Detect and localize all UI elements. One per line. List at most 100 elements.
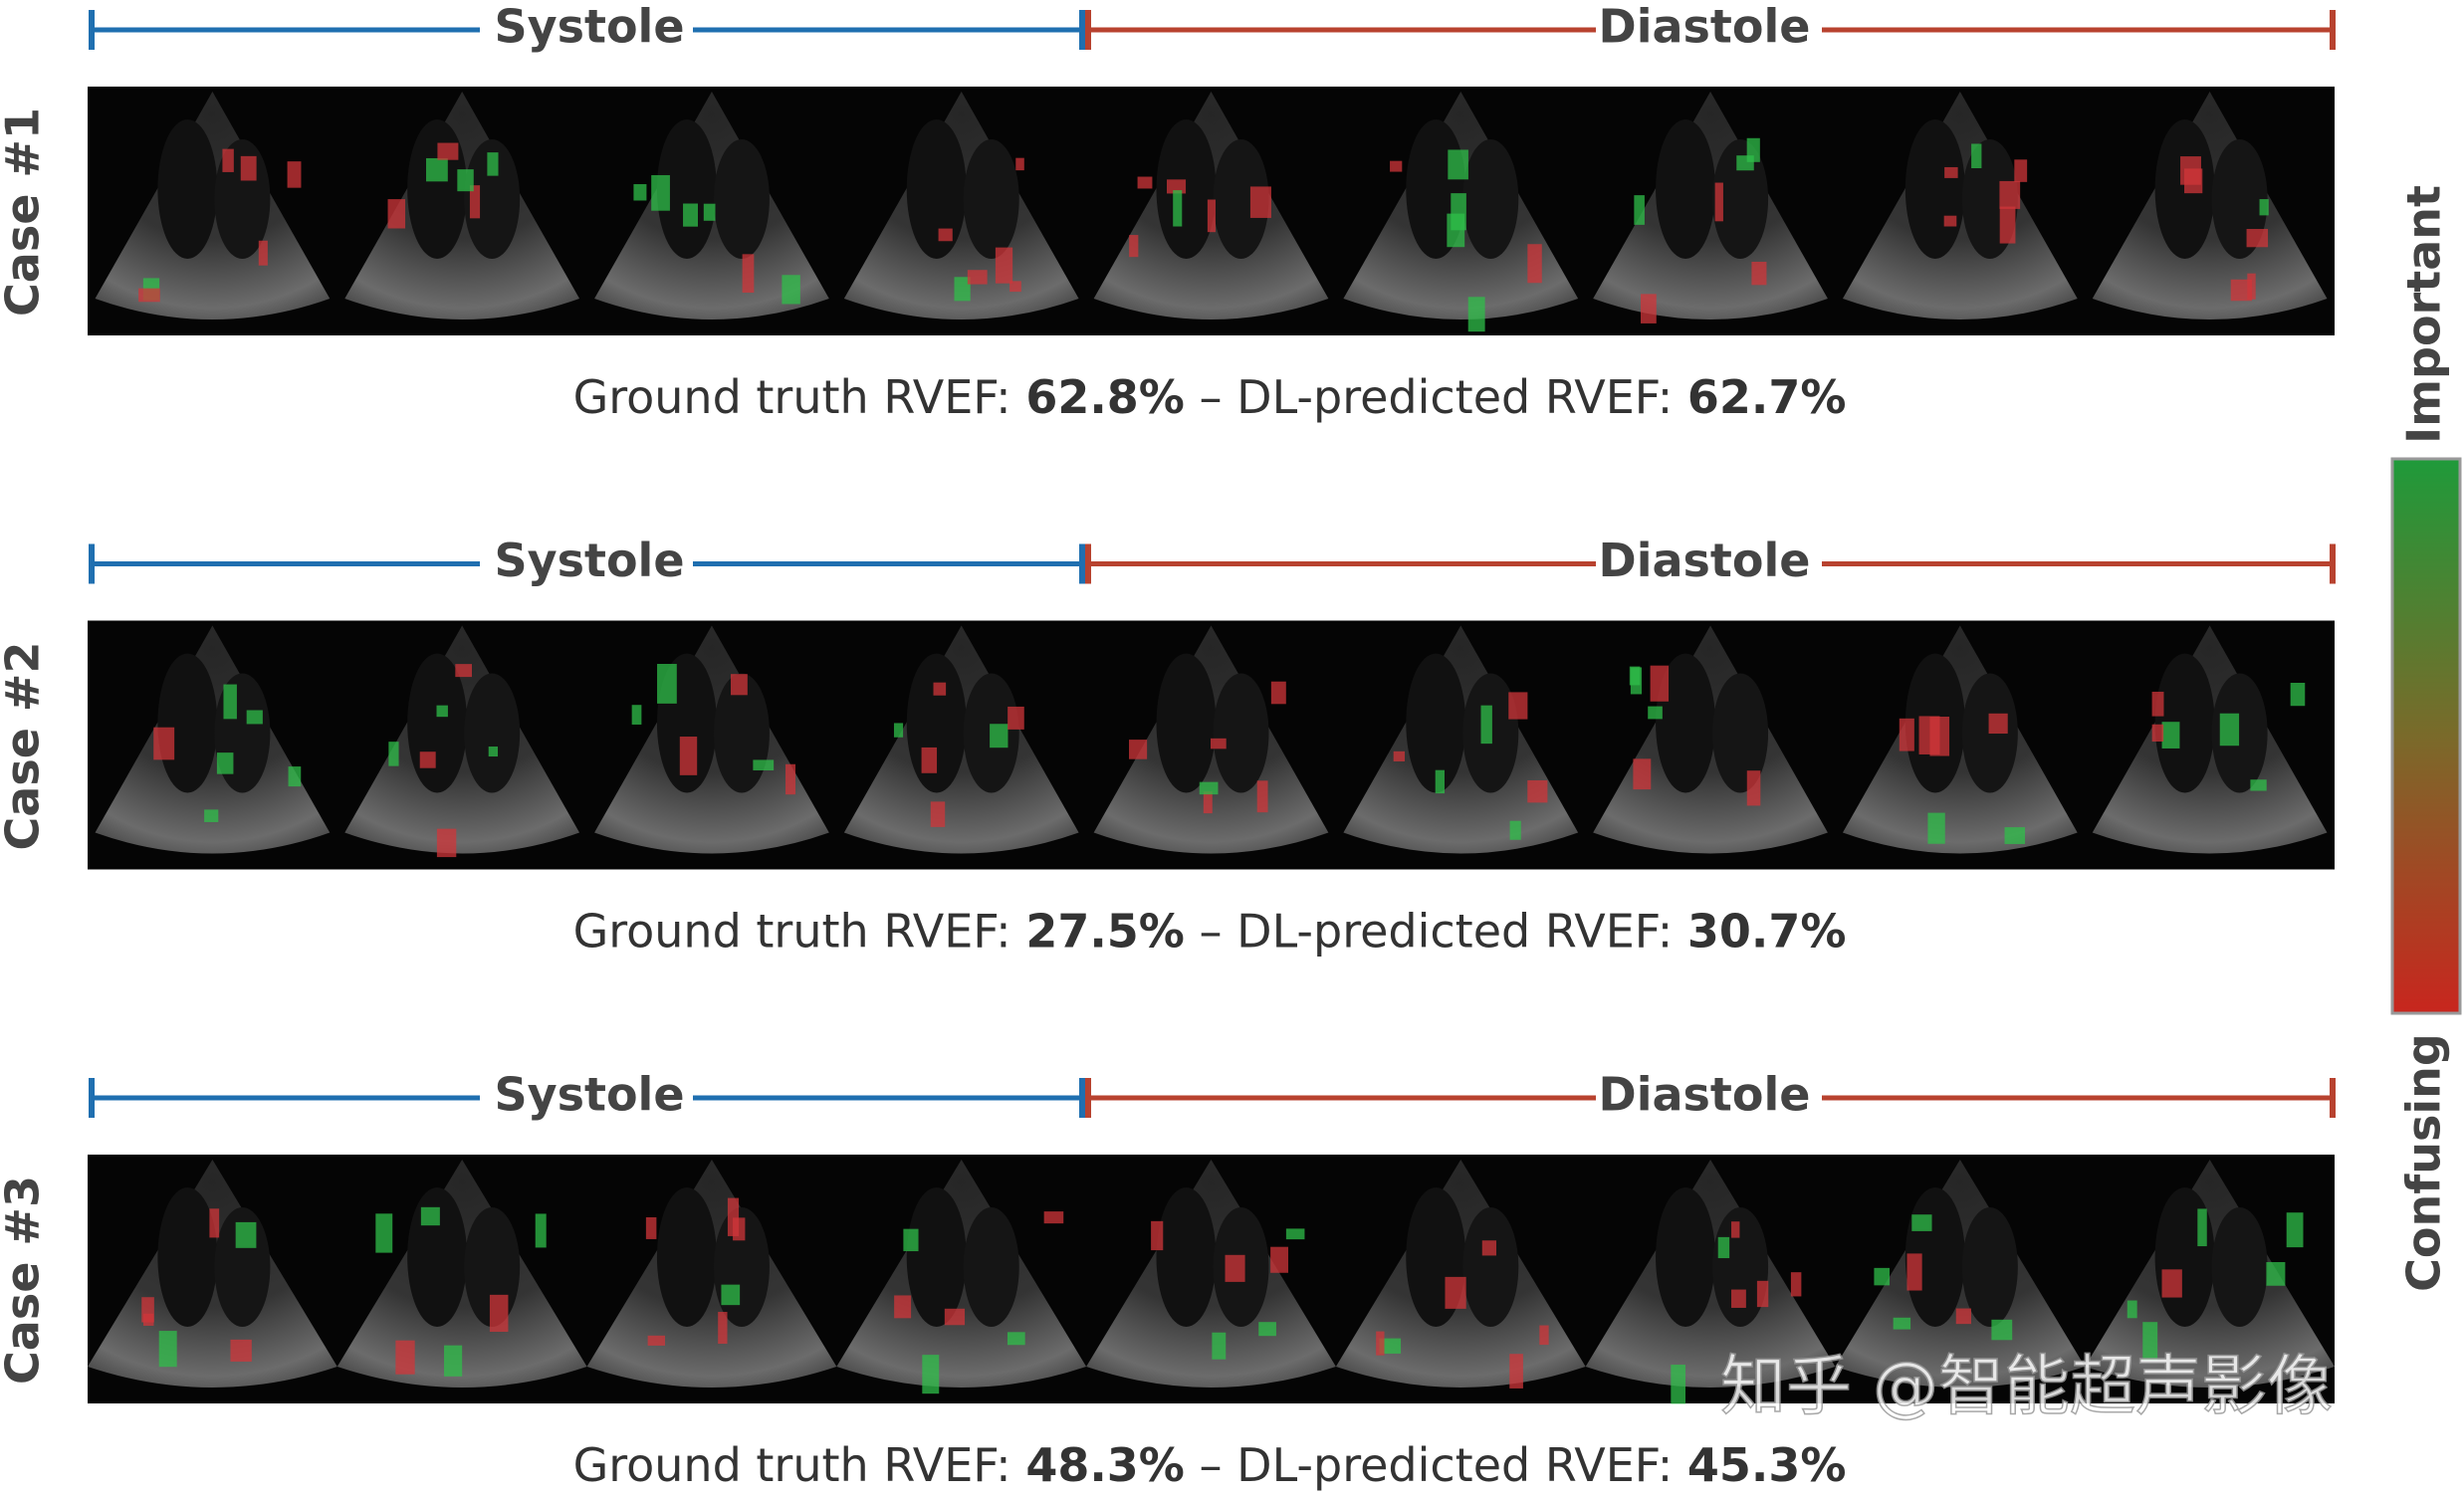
caption-truth-value: 62.8%: [1025, 370, 1185, 424]
saliency-blob: [2266, 1261, 2286, 1286]
echo-chamber: [1656, 1187, 1716, 1327]
saliency-blob: [1874, 1267, 1891, 1286]
saliency-blob: [1717, 1236, 1730, 1259]
saliency-blob: [222, 148, 234, 172]
saliency-blob: [1634, 195, 1645, 225]
saliency-blob: [455, 664, 472, 678]
saliency-blob: [1199, 781, 1219, 795]
caption: Ground truth RVEF: 27.5% – DL-predicted …: [573, 904, 1847, 958]
caption-truth-label: Ground truth RVEF:: [573, 904, 1011, 958]
echo-chamber: [464, 673, 521, 793]
saliency-blob: [141, 1297, 154, 1323]
saliency-blob: [1999, 206, 2016, 244]
saliency-blob: [1633, 758, 1652, 790]
saliency-blob: [1790, 1272, 1802, 1297]
saliency-blob: [204, 809, 219, 822]
saliency-blob: [2004, 827, 2026, 844]
saliency-blob: [1971, 143, 1982, 169]
saliency-blob: [1249, 186, 1271, 218]
saliency-blob: [1899, 718, 1914, 751]
echo-chamber: [1213, 673, 1269, 793]
saliency-blob: [395, 1340, 415, 1375]
saliency-blob: [1137, 176, 1153, 189]
echo-chamber: [1156, 119, 1217, 259]
saliency-blob: [420, 1206, 440, 1226]
echo-chamber: [1156, 1187, 1217, 1327]
caption-predicted-label: DL-predicted RVEF:: [1236, 904, 1673, 958]
saliency-blob: [903, 1228, 919, 1252]
case-label: Case #1: [0, 107, 50, 317]
saliency-blob: [2142, 1322, 2158, 1361]
saliency-blob: [1527, 779, 1548, 803]
saliency-blob: [1509, 820, 1521, 840]
caption-predicted-label: DL-predicted RVEF:: [1236, 1438, 1673, 1492]
saliency-blob: [921, 747, 938, 773]
echo-chamber: [1961, 1207, 2018, 1327]
saliency-blob: [419, 751, 436, 768]
saliency-blob: [1390, 160, 1403, 172]
saliency-blob: [683, 203, 698, 227]
saliency-blob: [2197, 1208, 2207, 1247]
saliency-blob: [1736, 155, 1754, 171]
saliency-blob: [437, 142, 459, 160]
saliency-blob: [718, 1312, 728, 1345]
saliency-blob: [1379, 1338, 1402, 1354]
saliency-blob: [1630, 667, 1643, 695]
echo-chamber: [963, 139, 1019, 259]
echo-chamber: [2211, 673, 2268, 793]
saliency-blob: [246, 710, 263, 725]
saliency-blob: [1648, 706, 1663, 720]
saliency-blob: [1128, 740, 1148, 759]
saliency-blob: [535, 1213, 547, 1248]
saliency-blob: [2127, 1300, 2137, 1319]
saliency-blob: [990, 724, 1008, 749]
saliency-blob: [2230, 279, 2252, 302]
caption-truth-value: 48.3%: [1025, 1438, 1185, 1492]
saliency-blob: [436, 828, 457, 858]
caption-separator: –: [1200, 370, 1223, 424]
saliency-blob: [930, 801, 946, 827]
saliency-blob: [2161, 722, 2180, 749]
diastole-label: Diastole: [1599, 0, 1811, 54]
saliency-blob: [753, 759, 775, 770]
saliency-blob: [933, 682, 947, 696]
echo-chamber: [1712, 673, 1769, 793]
saliency-blob: [2259, 199, 2269, 216]
saliency-blob: [703, 203, 716, 221]
echo-chamber: [157, 1187, 218, 1327]
saliency-blob: [1009, 281, 1021, 293]
saliency-blob: [647, 1335, 665, 1346]
saliency-blob: [657, 664, 677, 704]
saliency-blob: [1015, 157, 1024, 171]
saliency-blob: [1225, 1254, 1245, 1282]
case-panel: Systole Diastole Case #2 Ground truth RVEF:…: [0, 534, 2336, 958]
saliency-blob: [375, 1213, 393, 1253]
saliency-blob: [1988, 713, 2008, 735]
caption: Ground truth RVEF: 62.8% – DL-predicted …: [573, 370, 1847, 424]
echo-chamber: [1656, 119, 1716, 259]
saliency-blob: [2151, 724, 2164, 743]
systole-label: Systole: [494, 534, 684, 587]
saliency-blob: [1467, 297, 1485, 332]
saliency-blob: [922, 1355, 940, 1394]
echo-chamber: [1656, 653, 1716, 793]
caption-predicted-value: 45.3%: [1687, 1438, 1847, 1492]
echo-chamber: [1462, 139, 1519, 259]
watermark: 知乎 @智能超声影像: [1720, 1348, 2333, 1424]
diastole-label: Diastole: [1599, 1068, 1811, 1122]
saliency-blob: [153, 727, 175, 760]
echo-chamber: [1904, 119, 1965, 259]
saliency-blob: [436, 705, 448, 718]
saliency-blob: [1008, 706, 1024, 730]
saliency-blob: [1258, 1322, 1276, 1337]
saliency-blob: [1007, 1332, 1025, 1346]
saliency-blob: [944, 1308, 966, 1326]
saliency-blob: [138, 288, 160, 303]
saliency-blob: [1285, 1228, 1305, 1240]
echo-chamber: [713, 139, 770, 259]
caption-separator: –: [1200, 904, 1223, 958]
saliency-blob: [1756, 1280, 1769, 1308]
saliency-blob: [651, 174, 670, 211]
